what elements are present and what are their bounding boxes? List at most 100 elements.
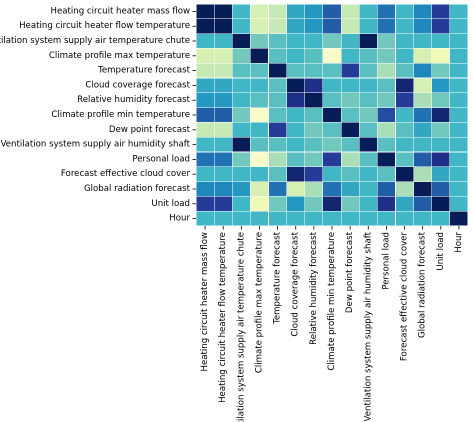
heatmap-cell: [395, 181, 414, 197]
heatmap-cell: [340, 151, 360, 168]
heatmap-cell: [395, 77, 414, 94]
heatmap-cell: [231, 122, 251, 138]
heatmap-cell: [250, 62, 269, 79]
row-label: Dew point forecast: [109, 125, 191, 135]
column-label: Ventilation system supply air temperatur…: [236, 232, 246, 422]
row-label: Relative humidity forecast: [77, 95, 190, 105]
heatmap-cell: [377, 181, 396, 197]
heatmap-cell: [250, 151, 269, 168]
heatmap-cell: [250, 92, 269, 108]
heatmap-cell: [304, 136, 324, 153]
heatmap-cell: [431, 122, 451, 138]
heatmap-cell: [449, 181, 469, 197]
heatmap-cell: [322, 196, 342, 212]
heatmap-cell: [413, 33, 433, 49]
heatmap-cell: [358, 181, 378, 197]
heatmap-cell: [213, 151, 233, 168]
column-label: Climate profile max temperature: [254, 232, 264, 373]
heatmap-cell: [449, 33, 469, 49]
heatmap-cell: [286, 62, 306, 79]
row-label: Ventilation system supply air humidity s…: [1, 140, 191, 150]
heatmap-cell: [286, 151, 306, 168]
heatmap-cell: [195, 48, 215, 64]
heatmap-cell: [431, 166, 451, 182]
heatmap-cell: [304, 62, 324, 79]
heatmap-cell: [213, 77, 233, 94]
heatmap-cell: [377, 48, 396, 64]
heatmap-cell: [322, 33, 342, 49]
row-label: Heating circuit heater flow temperature: [19, 21, 190, 31]
heatmap-cell: [449, 151, 469, 168]
heatmap-cell: [395, 107, 414, 123]
heatmap-cell: [413, 122, 433, 138]
heatmap-cell: [250, 48, 269, 64]
heatmap-cell: [268, 210, 287, 227]
heatmap-cell: [213, 92, 233, 108]
heatmap-cell: [231, 151, 251, 168]
column-label: Relative humidity forecast: [309, 231, 319, 344]
heatmap-cell: [231, 181, 251, 197]
heatmap-cell: [304, 196, 324, 212]
heatmap-cell: [340, 210, 360, 227]
row-label: Personal load: [132, 154, 190, 164]
heatmap-cell: [395, 3, 414, 20]
heatmap-cell: [377, 166, 396, 182]
heatmap-cell: [304, 107, 324, 123]
heatmap-cell: [449, 136, 469, 153]
heatmap-cell: [213, 18, 233, 34]
column-label: Dew point forecast: [345, 231, 355, 313]
heatmap-cell: [213, 48, 233, 64]
heatmap-cell: [340, 33, 360, 49]
heatmap-cell: [231, 33, 251, 49]
heatmap-cell: [231, 107, 251, 123]
heatmap-cell: [358, 210, 378, 227]
heatmap-cell: [449, 210, 469, 227]
heatmap-cell: [322, 181, 342, 197]
heatmap-cell: [286, 77, 306, 94]
heatmap-cell: [213, 122, 233, 138]
heatmap-cell: [213, 196, 233, 212]
heatmap-cell: [286, 18, 306, 34]
heatmap-cell: [431, 33, 451, 49]
heatmap-cell: [268, 196, 287, 212]
heatmap-cell: [449, 62, 469, 79]
column-label: Unit load: [436, 232, 446, 271]
heatmap-cell: [195, 77, 215, 94]
heatmap-cell: [358, 151, 378, 168]
heatmap-cell: [358, 196, 378, 212]
row-label: Global radiation forecast: [84, 184, 191, 194]
heatmap-cell: [431, 77, 451, 94]
heatmap-cell: [413, 196, 433, 212]
heatmap-cell: [413, 92, 433, 108]
column-label: Cloud coverage forecast: [291, 231, 301, 336]
heatmap-cell: [340, 136, 360, 153]
heatmap-cell: [340, 181, 360, 197]
heatmap-cell: [322, 48, 342, 64]
heatmap-cell: [231, 196, 251, 212]
heatmap-cell: [377, 18, 396, 34]
heatmap-cell: [250, 166, 269, 182]
heatmap-cell: [340, 196, 360, 212]
heatmap-cell: [231, 48, 251, 64]
heatmap-cell: [231, 136, 251, 153]
row-label: Cloud coverage forecast: [85, 80, 190, 90]
heatmap-cell: [213, 62, 233, 79]
heatmap-cell: [286, 136, 306, 153]
column-label: Heating circuit heater flow temperature: [218, 232, 228, 403]
heatmap-cell: [250, 18, 269, 34]
heatmap-cell: [286, 166, 306, 182]
heatmap-cell: [304, 151, 324, 168]
column-labels: Heating circuit heater mass flow Heating …: [200, 226, 464, 422]
column-label: Temperature forecast: [273, 231, 283, 325]
heatmap-cell: [195, 122, 215, 138]
heatmap-cell: [304, 3, 324, 20]
heatmap-cell: [377, 33, 396, 49]
heatmap-cell: [358, 62, 378, 79]
heatmap-cell: [340, 77, 360, 94]
heatmap-cell: [286, 107, 306, 123]
heatmap-cell: [213, 33, 233, 49]
heatmap-cell: [195, 196, 215, 212]
heatmap-cell: [449, 18, 469, 34]
heatmap-cell: [322, 151, 342, 168]
row-label: Hour: [169, 214, 190, 224]
